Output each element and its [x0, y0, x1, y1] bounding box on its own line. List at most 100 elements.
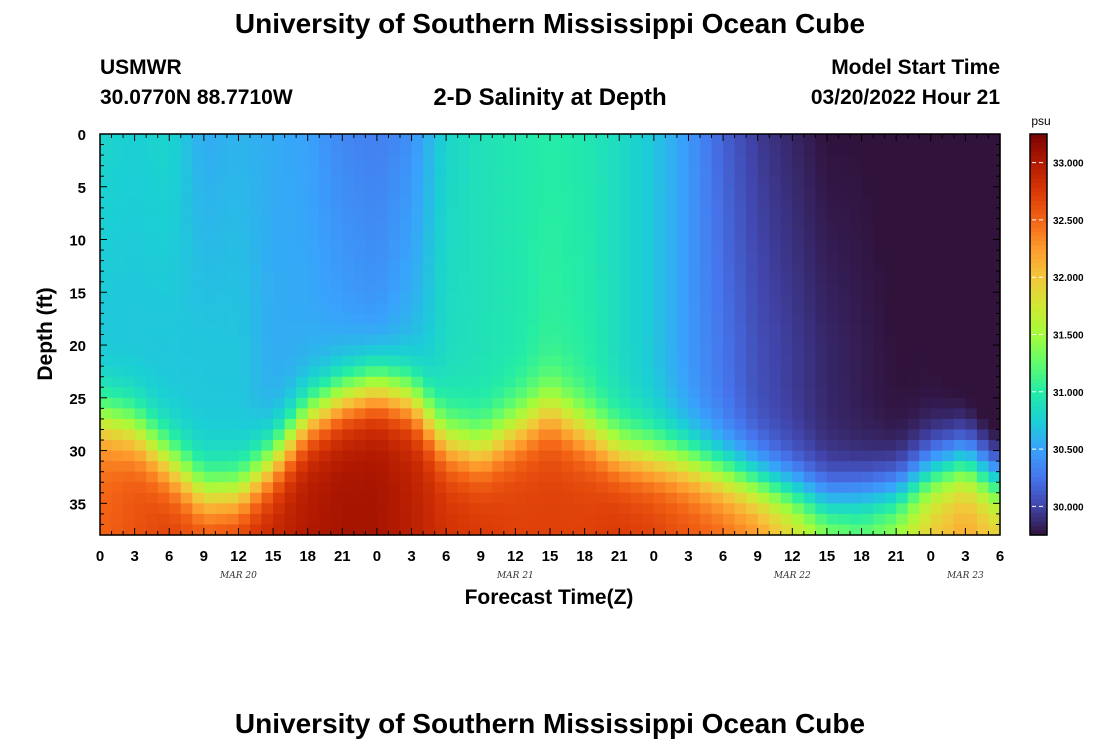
x-tick-label: 18: [576, 548, 593, 565]
heatmap-cell: [215, 345, 228, 357]
heatmap-cell: [457, 134, 470, 146]
heatmap-cell: [953, 387, 966, 399]
heatmap-cell: [376, 155, 390, 167]
heatmap-cell: [769, 281, 782, 293]
heatmap-cell: [388, 271, 401, 283]
heatmap-cell: [665, 450, 678, 462]
heatmap-cell: [584, 134, 597, 146]
heatmap-cell: [342, 186, 355, 198]
heatmap-cell: [850, 440, 863, 452]
heatmap-cell: [826, 134, 840, 146]
heatmap-cell: [630, 450, 643, 462]
heatmap-cell: [492, 218, 505, 230]
heatmap-cell: [446, 176, 459, 188]
heatmap-cell: [342, 292, 355, 304]
heatmap-cell: [376, 144, 390, 156]
heatmap-cell: [653, 503, 666, 515]
heatmap-cell: [792, 197, 805, 209]
heatmap-cell: [930, 228, 943, 241]
heatmap-cell: [215, 450, 228, 462]
heatmap-cell: [688, 144, 701, 156]
colorbar-segment: [1030, 383, 1047, 389]
heatmap-cell: [850, 429, 863, 441]
heatmap-cell: [942, 260, 955, 272]
heatmap-cell: [376, 228, 390, 241]
heatmap-cell: [896, 207, 909, 220]
heatmap-cell: [284, 345, 297, 357]
heatmap-cell: [976, 271, 990, 283]
heatmap-cell: [688, 239, 701, 251]
heatmap-cell: [561, 524, 574, 536]
heatmap-cell: [192, 155, 205, 167]
heatmap-cell: [734, 250, 747, 262]
heatmap-cell: [330, 144, 343, 156]
heatmap-cell: [296, 482, 309, 494]
heatmap-cell: [215, 461, 228, 473]
heatmap-cell: [665, 134, 678, 146]
heatmap-cell: [469, 387, 482, 399]
heatmap-cell: [734, 408, 747, 420]
heatmap-cell: [330, 165, 343, 177]
heatmap-cell: [457, 144, 470, 156]
heatmap-cell: [619, 313, 632, 325]
heatmap-cell: [850, 450, 863, 462]
heatmap-cell: [688, 302, 701, 314]
heatmap-cell: [596, 345, 609, 357]
model-start-label: Model Start Time: [831, 56, 1000, 79]
heatmap-cell: [769, 450, 782, 462]
heatmap-cell: [665, 302, 678, 314]
heatmap-cell: [434, 376, 447, 388]
heatmap-cell: [342, 397, 355, 409]
colorbar-segment: [1030, 249, 1047, 255]
heatmap-cell: [792, 250, 805, 262]
heatmap-cell: [353, 228, 366, 241]
heatmap-cell: [330, 228, 343, 241]
heatmap-cell: [515, 292, 528, 304]
heatmap-cell: [400, 482, 413, 494]
heatmap-cell: [123, 302, 136, 314]
heatmap-cell: [273, 228, 286, 241]
heatmap-cell: [411, 355, 424, 367]
heatmap-cell: [769, 503, 782, 515]
heatmap-cell: [469, 408, 482, 420]
heatmap-cell: [942, 292, 955, 304]
heatmap-cell: [342, 440, 355, 452]
heatmap-cell: [526, 503, 540, 515]
heatmap-cell: [388, 461, 401, 473]
heatmap-cell: [238, 503, 251, 515]
heatmap-cell: [688, 513, 701, 526]
heatmap-cell: [353, 281, 366, 293]
heatmap-cell: [111, 471, 124, 483]
model-start-value: 03/20/2022 Hour 21: [810, 86, 1000, 109]
heatmap-cell: [723, 355, 736, 367]
heatmap-cell: [503, 450, 516, 462]
heatmap-cell: [480, 313, 493, 325]
heatmap-cell: [169, 260, 182, 272]
heatmap-cell: [538, 440, 551, 452]
heatmap-cell: [261, 239, 274, 251]
heatmap-cell: [330, 323, 343, 336]
heatmap-cell: [653, 345, 666, 357]
colorbar-segment: [1030, 245, 1047, 251]
heatmap-cell: [907, 408, 920, 420]
heatmap-cell: [723, 260, 736, 272]
heatmap-cell: [400, 440, 413, 452]
heatmap-cell: [273, 334, 286, 346]
heatmap-cell: [330, 440, 343, 452]
heatmap-cell: [861, 503, 874, 515]
heatmap-cell: [134, 418, 147, 431]
heatmap-cell: [976, 323, 990, 336]
heatmap-cell: [353, 250, 366, 262]
heatmap-cell: [573, 345, 586, 357]
heatmap-cell: [780, 313, 793, 325]
heatmap-cell: [826, 271, 840, 283]
heatmap-cell: [746, 144, 759, 156]
colorbar-segment: [1030, 312, 1047, 318]
heatmap-cell: [250, 165, 263, 177]
heatmap-cell: [192, 503, 205, 515]
heatmap-cell: [630, 292, 643, 304]
heatmap-cell: [942, 366, 955, 378]
heatmap-cell: [965, 144, 978, 156]
heatmap-cell: [400, 176, 413, 188]
heatmap-cell: [388, 429, 401, 441]
